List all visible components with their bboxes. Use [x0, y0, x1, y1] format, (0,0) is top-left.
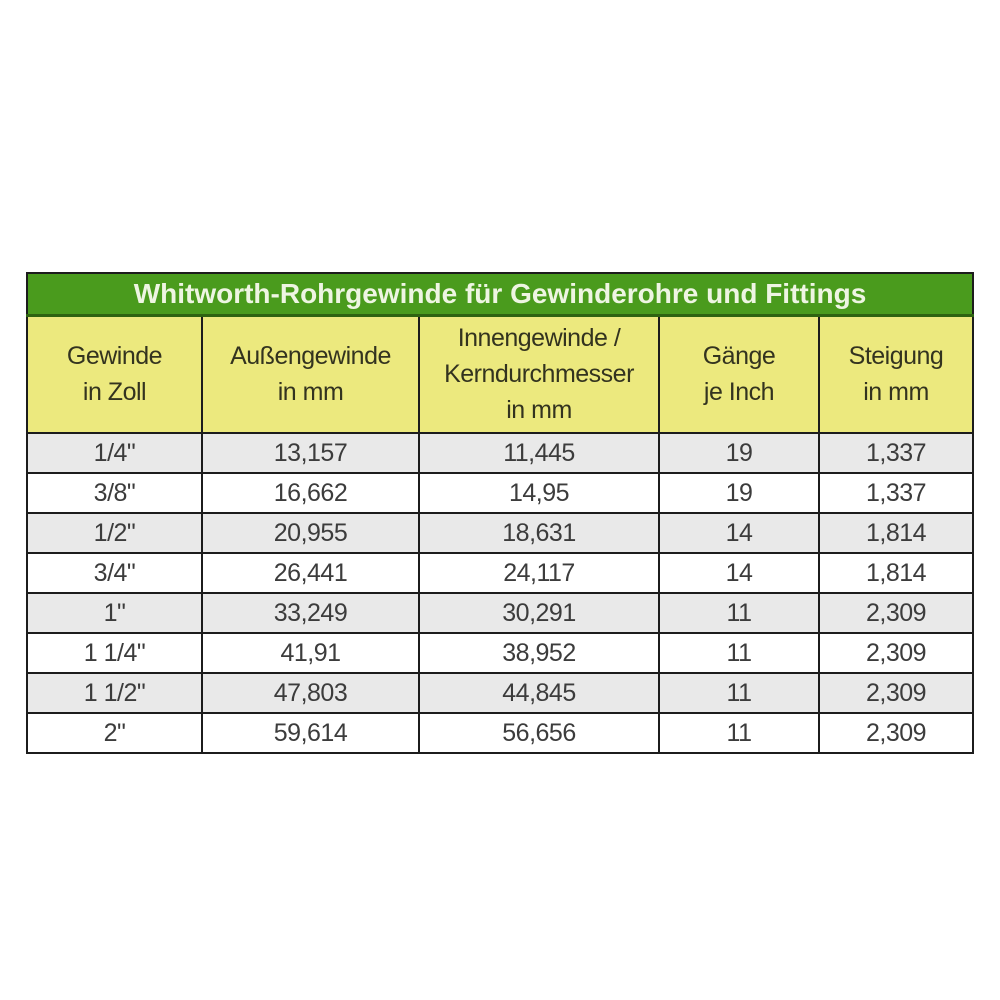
cell-outer-diameter: 33,249 — [201, 592, 420, 634]
table-header-row: Gewinde in Zoll Außengewinde in mm Innen… — [26, 314, 974, 434]
cell-core-diameter: 11,445 — [418, 432, 660, 474]
cell-size: 2" — [26, 712, 203, 754]
cell-outer-diameter: 47,803 — [201, 672, 420, 714]
cell-pitch: 2,309 — [818, 592, 974, 634]
table-title-row: Whitworth-Rohrgewinde für Gewinderohre u… — [26, 272, 974, 317]
cell-core-diameter: 56,656 — [418, 712, 660, 754]
cell-threads-per-inch: 19 — [658, 472, 820, 514]
cell-size: 1" — [26, 592, 203, 634]
cell-core-diameter: 38,952 — [418, 632, 660, 674]
cell-outer-diameter: 16,662 — [201, 472, 420, 514]
cell-threads-per-inch: 11 — [658, 632, 820, 674]
table-row: 2" 59,614 56,656 11 2,309 — [26, 712, 974, 754]
cell-outer-diameter: 26,441 — [201, 552, 420, 594]
cell-threads-per-inch: 11 — [658, 672, 820, 714]
column-header-aussengewinde: Außengewinde in mm — [201, 314, 420, 434]
cell-pitch: 2,309 — [818, 712, 974, 754]
cell-pitch: 2,309 — [818, 632, 974, 674]
cell-outer-diameter: 41,91 — [201, 632, 420, 674]
table-row: 1 1/4" 41,91 38,952 11 2,309 — [26, 632, 974, 674]
cell-pitch: 1,814 — [818, 552, 974, 594]
table-row: 1" 33,249 30,291 11 2,309 — [26, 592, 974, 634]
cell-core-diameter: 24,117 — [418, 552, 660, 594]
cell-pitch: 1,337 — [818, 432, 974, 474]
cell-threads-per-inch: 14 — [658, 512, 820, 554]
cell-size: 1/2" — [26, 512, 203, 554]
cell-pitch: 1,337 — [818, 472, 974, 514]
whitworth-thread-table: Whitworth-Rohrgewinde für Gewinderohre u… — [26, 272, 974, 754]
table-row: 3/4" 26,441 24,117 14 1,814 — [26, 552, 974, 594]
table-row: 3/8" 16,662 14,95 19 1,337 — [26, 472, 974, 514]
cell-threads-per-inch: 11 — [658, 592, 820, 634]
column-header-innengewinde-kerndurchmesser: Innengewinde / Kerndurchmesser in mm — [418, 314, 660, 434]
cell-size: 3/4" — [26, 552, 203, 594]
table-title: Whitworth-Rohrgewinde für Gewinderohre u… — [26, 272, 974, 317]
table-row: 1 1/2" 47,803 44,845 11 2,309 — [26, 672, 974, 714]
cell-threads-per-inch: 11 — [658, 712, 820, 754]
column-header-gaenge-je-inch: Gänge je Inch — [658, 314, 820, 434]
cell-size: 1 1/4" — [26, 632, 203, 674]
cell-size: 1/4" — [26, 432, 203, 474]
cell-core-diameter: 44,845 — [418, 672, 660, 714]
table-row: 1/4" 13,157 11,445 19 1,337 — [26, 432, 974, 474]
cell-core-diameter: 14,95 — [418, 472, 660, 514]
column-header-gewinde-in-zoll: Gewinde in Zoll — [26, 314, 203, 434]
cell-core-diameter: 30,291 — [418, 592, 660, 634]
table-row: 1/2" 20,955 18,631 14 1,814 — [26, 512, 974, 554]
cell-size: 1 1/2" — [26, 672, 203, 714]
cell-threads-per-inch: 19 — [658, 432, 820, 474]
cell-outer-diameter: 59,614 — [201, 712, 420, 754]
cell-core-diameter: 18,631 — [418, 512, 660, 554]
column-header-steigung: Steigung in mm — [818, 314, 974, 434]
cell-size: 3/8" — [26, 472, 203, 514]
cell-pitch: 1,814 — [818, 512, 974, 554]
cell-threads-per-inch: 14 — [658, 552, 820, 594]
cell-pitch: 2,309 — [818, 672, 974, 714]
cell-outer-diameter: 20,955 — [201, 512, 420, 554]
cell-outer-diameter: 13,157 — [201, 432, 420, 474]
